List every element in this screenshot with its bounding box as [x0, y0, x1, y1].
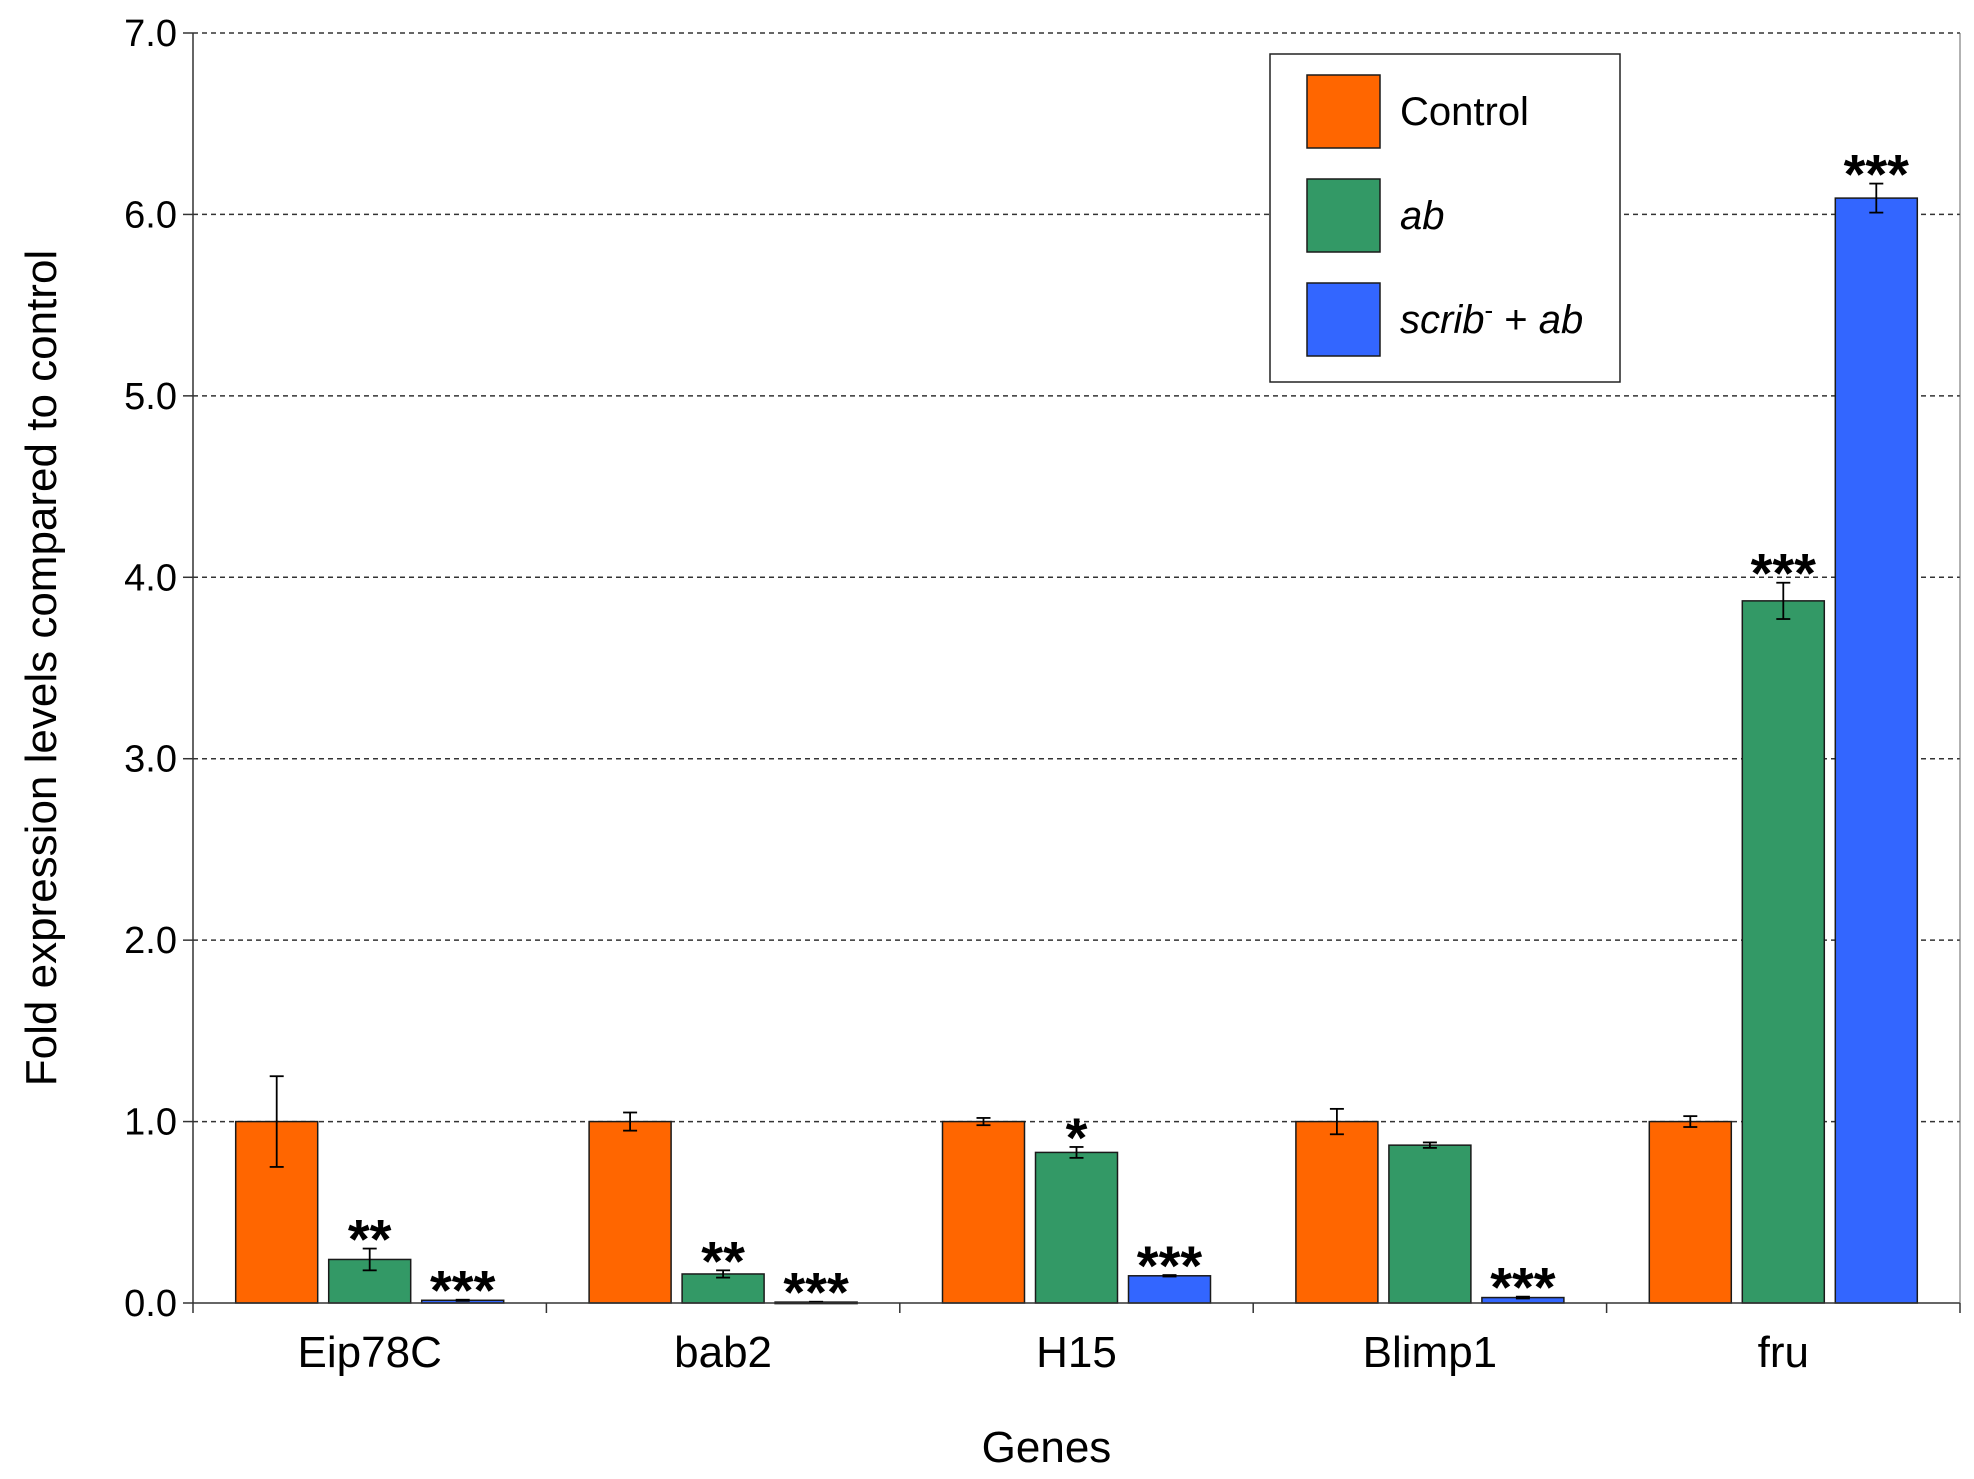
bar	[1295, 1120, 1379, 1304]
significance-label: **	[348, 1208, 392, 1271]
y-tick-label: 1.0	[124, 1102, 177, 1144]
y-tick-label: 3.0	[124, 739, 177, 781]
significance-label: *	[1066, 1106, 1088, 1169]
bars	[234, 182, 1919, 1305]
significance-label: ***	[1490, 1256, 1556, 1319]
y-tick-label: 2.0	[124, 920, 177, 962]
x-axis-title: Genes	[982, 1423, 1112, 1472]
legend-swatch	[1306, 282, 1381, 357]
legend-label-part: -	[1484, 295, 1493, 325]
bar	[1648, 1120, 1733, 1304]
legend-label-part: +	[1493, 298, 1539, 342]
legend-swatch	[1306, 178, 1381, 253]
category-label: Blimp1	[1363, 1328, 1498, 1377]
y-tick-label: 4.0	[124, 557, 177, 599]
bar	[1834, 197, 1919, 1304]
y-tick-label: 6.0	[124, 194, 177, 236]
legend-label: Control	[1400, 90, 1529, 134]
gridlines	[193, 32, 1960, 1123]
significance-label: **	[701, 1229, 745, 1292]
legend-label-part: scrib	[1400, 298, 1484, 342]
category-label: fru	[1758, 1328, 1809, 1377]
bar	[681, 1273, 765, 1304]
significance-label: ***	[430, 1259, 496, 1322]
bar	[941, 1120, 1026, 1304]
y-axis-title: Fold expression levels compared to contr…	[17, 250, 66, 1086]
y-tick-label: 7.0	[124, 13, 177, 55]
legend-label-part: ab	[1539, 298, 1584, 342]
category-label: H15	[1036, 1328, 1117, 1377]
legend-swatch	[1306, 74, 1381, 149]
significance-label: ***	[1751, 542, 1817, 605]
labels: *****Eip78C** ***bab2****H15***Blimp1****…	[17, 13, 1909, 1472]
legend-label: ab	[1400, 194, 1445, 238]
y-tick-label: 5.0	[124, 376, 177, 418]
category-label: bab2	[674, 1328, 772, 1377]
legend-label: scrib- + ab	[1400, 295, 1583, 342]
bar	[588, 1120, 672, 1304]
bar	[1741, 600, 1826, 1304]
significance-label: ***	[783, 1261, 849, 1324]
significance-label: ***	[1844, 143, 1910, 206]
axes	[183, 32, 1961, 1313]
significance-label: ***	[1137, 1234, 1203, 1297]
y-tick-label: 0.0	[124, 1283, 177, 1325]
bar	[1034, 1151, 1119, 1304]
category-label: Eip78C	[298, 1328, 442, 1377]
bar	[1388, 1144, 1472, 1304]
